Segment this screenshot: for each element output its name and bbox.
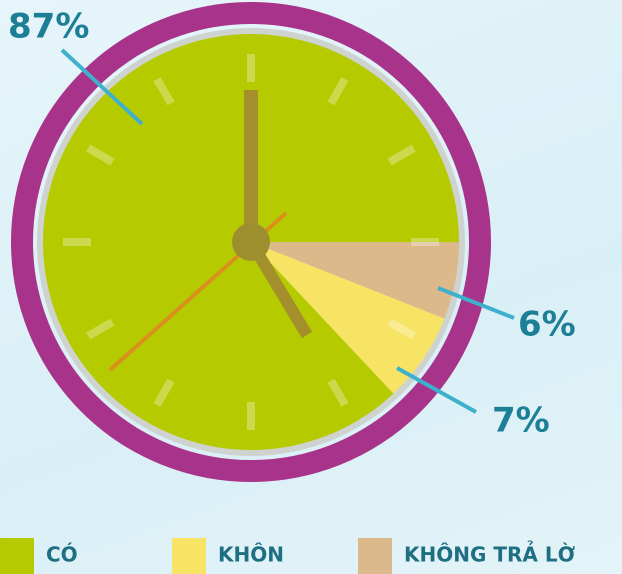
legend-label: KHÔN <box>218 543 284 567</box>
chart: 87% 7% 6% CÓ KHÔN KHÔNG TRẢ LỜ <box>0 0 622 574</box>
legend-swatch <box>358 538 392 574</box>
value-label: 7% <box>492 401 550 441</box>
legend-swatch <box>172 538 206 574</box>
clock-center <box>232 223 270 261</box>
legend-swatch <box>0 538 34 574</box>
legend: CÓ KHÔN KHÔNG TRẢ LỜ <box>0 538 576 574</box>
legend-label: CÓ <box>46 543 78 567</box>
value-label: 6% <box>518 305 576 345</box>
legend-label: KHÔNG TRẢ LỜ <box>404 542 576 567</box>
value-label: 87% <box>8 7 89 47</box>
page: 87%7%6% CÓKHÔNKHÔNG TRẢ LỜ (() => { cons… <box>0 0 622 574</box>
